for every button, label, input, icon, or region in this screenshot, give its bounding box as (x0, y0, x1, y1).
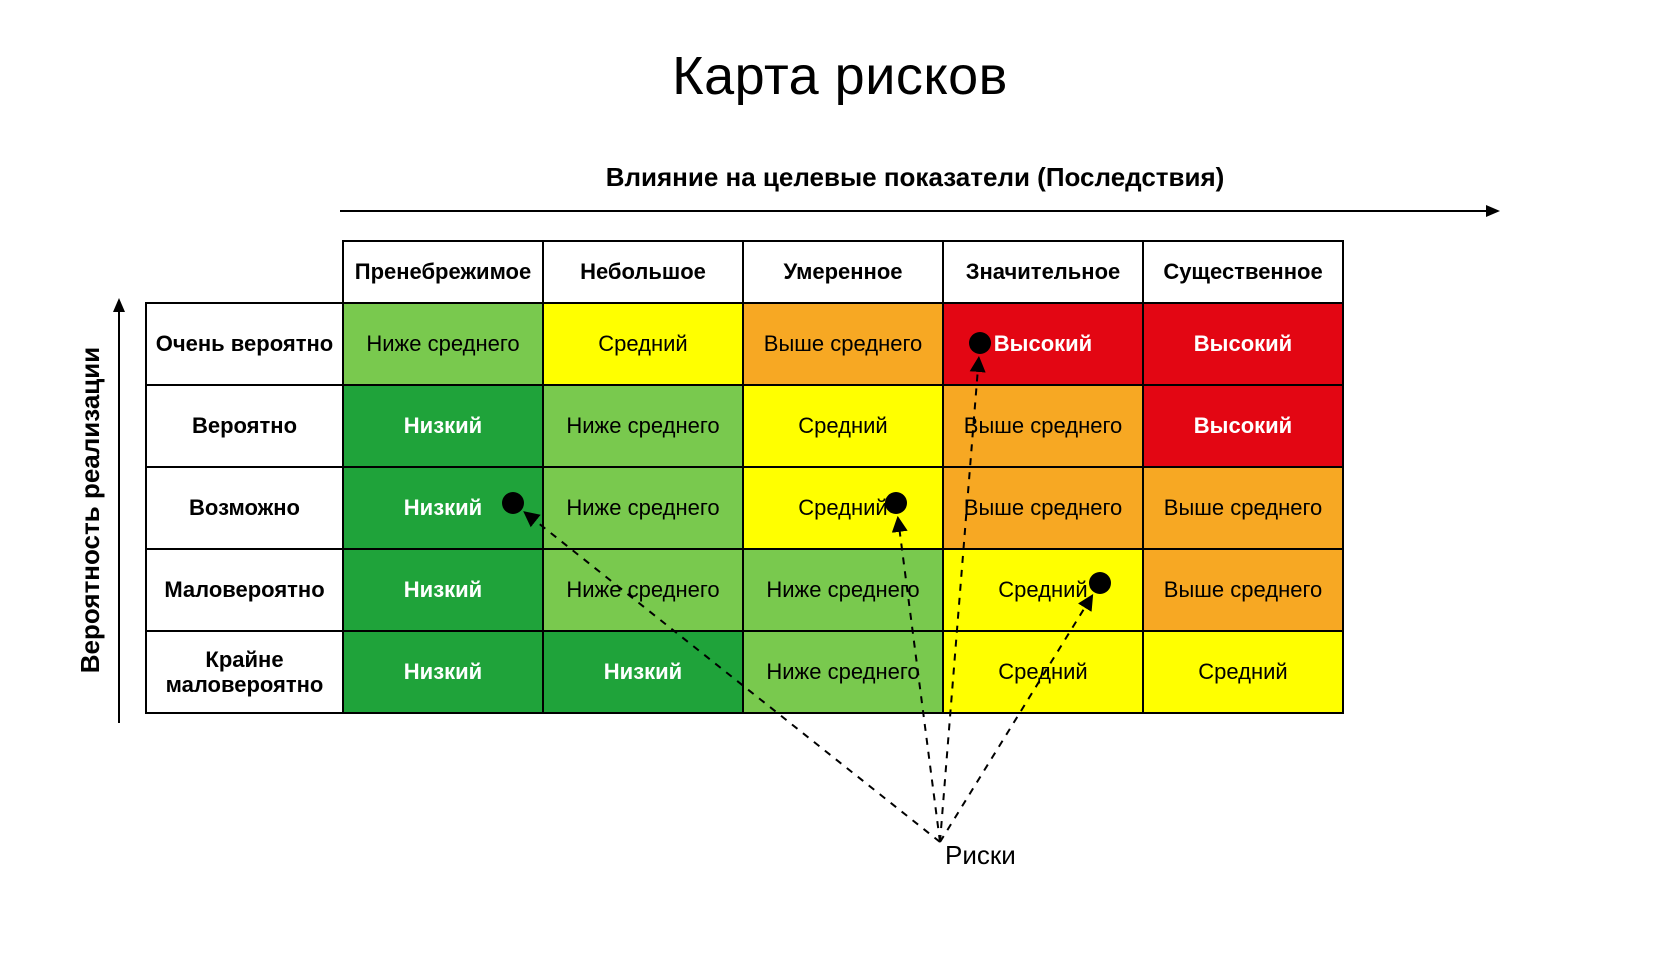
risk-cell: Ниже среднего (543, 467, 743, 549)
col-header: Умеренное (743, 241, 943, 303)
row-header: Крайнемаловероятно (146, 631, 343, 713)
matrix-row: МаловероятноНизкийНиже среднегоНиже сред… (146, 549, 1343, 631)
matrix-row: ВозможноНизкийНиже среднегоСреднийВыше с… (146, 467, 1343, 549)
column-header-row: Пренебрежимое Небольшое Умеренное Значит… (146, 241, 1343, 303)
risk-cell: Средний (743, 385, 943, 467)
x-axis-arrow-icon (340, 204, 1500, 218)
risk-cell: Средний (543, 303, 743, 385)
risk-cell: Выше среднего (1143, 549, 1343, 631)
risk-cell: Выше среднего (743, 303, 943, 385)
row-header: Маловероятно (146, 549, 343, 631)
risk-cell: Средний (743, 467, 943, 549)
col-header: Небольшое (543, 241, 743, 303)
risk-marker (1089, 572, 1111, 594)
risk-cell: Высокий (1143, 303, 1343, 385)
risk-cell: Средний (943, 549, 1143, 631)
risk-marker (502, 492, 524, 514)
risk-cell: Ниже среднего (743, 549, 943, 631)
risk-cell: Ниже среднего (743, 631, 943, 713)
matrix-row: КрайнемаловероятноНизкийНизкийНиже средн… (146, 631, 1343, 713)
x-axis-label: Влияние на целевые показатели (Последств… (340, 162, 1490, 193)
risk-cell: Средний (1143, 631, 1343, 713)
matrix-row: Очень вероятноНиже среднегоСреднийВыше с… (146, 303, 1343, 385)
risk-cell: Высокий (1143, 385, 1343, 467)
annotation-label: Риски (945, 840, 1016, 871)
risk-cell: Низкий (343, 549, 543, 631)
risk-cell: Выше среднего (943, 385, 1143, 467)
corner-cell (146, 241, 343, 303)
risk-marker (969, 332, 991, 354)
page-title: Карта рисков (0, 45, 1680, 107)
col-header: Значительное (943, 241, 1143, 303)
matrix-row: ВероятноНизкийНиже среднегоСреднийВыше с… (146, 385, 1343, 467)
risk-cell: Выше среднего (943, 467, 1143, 549)
row-header: Возможно (146, 467, 343, 549)
col-header: Пренебрежимое (343, 241, 543, 303)
risk-matrix: Пренебрежимое Небольшое Умеренное Значит… (145, 240, 1344, 714)
row-header: Вероятно (146, 385, 343, 467)
risk-cell: Ниже среднего (543, 549, 743, 631)
risk-cell: Выше среднего (1143, 467, 1343, 549)
risk-cell: Низкий (543, 631, 743, 713)
risk-marker (885, 492, 907, 514)
risk-cell: Средний (943, 631, 1143, 713)
y-axis-arrow-icon (112, 298, 126, 723)
col-header: Существенное (1143, 241, 1343, 303)
risk-cell: Ниже среднего (343, 303, 543, 385)
risk-cell: Низкий (343, 385, 543, 467)
row-header: Очень вероятно (146, 303, 343, 385)
risk-cell: Низкий (343, 631, 543, 713)
risk-cell: Ниже среднего (543, 385, 743, 467)
y-axis-label: Вероятность реализации (75, 300, 106, 720)
